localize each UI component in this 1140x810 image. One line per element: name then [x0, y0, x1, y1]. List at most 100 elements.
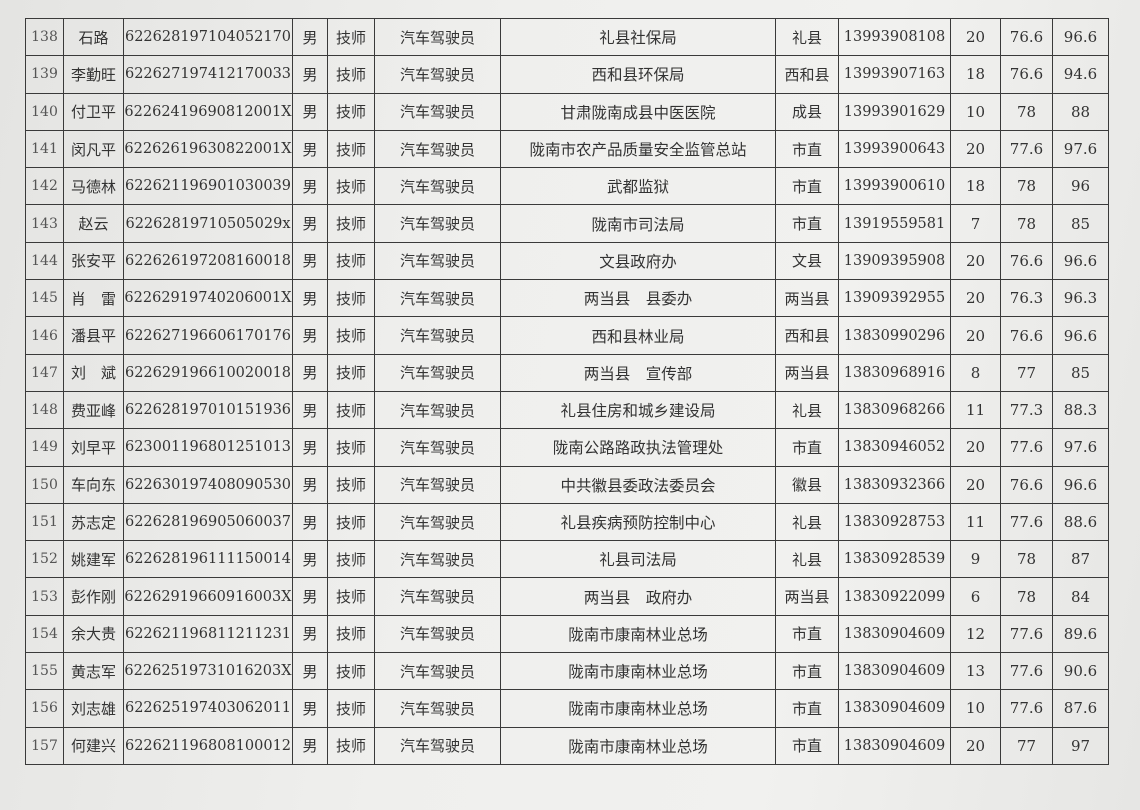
level-cell: 技师 [327, 540, 375, 579]
area-cell: 市直 [775, 652, 839, 691]
gender-cell: 男 [292, 17, 328, 57]
score-2-cell: 77 [1000, 726, 1053, 765]
table-row: 155 黄志军 62262519731016203X 男技师 汽车驾驶员 陇南市康南林业总… [25, 652, 1109, 691]
job-cell: 汽车驾驶员 [374, 726, 501, 765]
row-number: 144 [25, 241, 64, 281]
table-row: 143 赵云 62262819710505029x 男技师 汽车驾驶员 陇南市司法局 市直 1… [25, 204, 1109, 243]
score-2-cell: 77.6 [1000, 689, 1053, 728]
score-1-cell: 10 [950, 689, 1001, 728]
table-row: 142 马德林 622621196901030039 男技师 汽车驾驶员 武都监狱 市直 13… [25, 167, 1109, 206]
area-cell: 礼县 [775, 540, 839, 579]
id-number-cell: 622627197412170033 [123, 55, 293, 94]
name-cell: 赵云 [63, 204, 124, 243]
area-cell: 礼县 [775, 17, 839, 57]
row-number: 149 [25, 428, 64, 467]
area-cell: 市直 [775, 167, 839, 206]
score-2-cell: 78 [1000, 577, 1053, 616]
table-row: 156 刘志雄 622625197403062011 男技师 汽车驾驶员 陇南市康南林业总… [25, 689, 1109, 728]
table-row: 147 刘 斌 622629196610020018 男技师 汽车驾驶员 两当县 宣传部两… [25, 353, 1109, 392]
area-cell: 成县 [775, 92, 839, 131]
organization-cell: 武都监狱 [500, 167, 776, 206]
phone-cell: 13830904609 [838, 652, 951, 691]
gender-cell: 男 [292, 465, 328, 504]
organization-cell: 西和县环保局 [500, 55, 776, 94]
job-cell: 汽车驾驶员 [374, 167, 501, 206]
gender-cell: 男 [292, 316, 328, 355]
table-row: 150 车向东 622630197408090530 男技师 汽车驾驶员 中共徽县委政法委… [25, 465, 1109, 504]
score-2-cell: 77.6 [1000, 502, 1053, 542]
gender-cell: 男 [292, 129, 328, 169]
score-1-cell: 9 [950, 540, 1001, 579]
job-cell: 汽车驾驶员 [374, 689, 501, 728]
score-1-cell: 20 [950, 465, 1001, 504]
total-score-cell: 97.6 [1052, 428, 1109, 467]
score-2-cell: 76.6 [1000, 55, 1053, 94]
name-cell: 余大贵 [63, 614, 124, 654]
score-1-cell: 20 [950, 316, 1001, 355]
area-cell: 两当县 [775, 279, 839, 318]
table-row: 141 闵凡平 62262619630822001X 男技师 汽车驾驶员 陇南市农产品质量… [25, 129, 1109, 169]
phone-cell: 13830922099 [838, 577, 951, 616]
name-cell: 彭作刚 [63, 577, 124, 616]
gender-cell: 男 [292, 241, 328, 281]
phone-cell: 13830904609 [838, 726, 951, 765]
area-cell: 礼县 [775, 390, 839, 430]
total-score-cell: 85 [1052, 204, 1109, 243]
level-cell: 技师 [327, 92, 375, 131]
organization-cell: 礼县住房和城乡建设局 [500, 390, 776, 430]
score-2-cell: 78 [1000, 167, 1053, 206]
id-number-cell: 62262619630822001X [123, 129, 293, 169]
score-1-cell: 20 [950, 428, 1001, 467]
name-cell: 闵凡平 [63, 129, 124, 169]
phone-cell: 13993900610 [838, 167, 951, 206]
row-number: 151 [25, 502, 64, 542]
id-number-cell: 62262819710505029x [123, 204, 293, 243]
id-number-cell: 62262419690812001X [123, 92, 293, 131]
job-cell: 汽车驾驶员 [374, 353, 501, 392]
phone-cell: 13830928753 [838, 502, 951, 542]
gender-cell: 男 [292, 167, 328, 206]
job-cell: 汽车驾驶员 [374, 465, 501, 504]
name-cell: 刘 斌 [63, 353, 124, 392]
total-score-cell: 96.6 [1052, 465, 1109, 504]
row-number: 139 [25, 55, 64, 94]
gender-cell: 男 [292, 689, 328, 728]
area-cell: 文县 [775, 241, 839, 281]
level-cell: 技师 [327, 726, 375, 765]
row-number: 148 [25, 390, 64, 430]
score-2-cell: 77.6 [1000, 652, 1053, 691]
name-cell: 李勤旺 [63, 55, 124, 94]
name-cell: 付卫平 [63, 92, 124, 131]
id-number-cell: 622628197104052170 [123, 17, 293, 57]
level-cell: 技师 [327, 502, 375, 542]
level-cell: 技师 [327, 652, 375, 691]
score-2-cell: 78 [1000, 92, 1053, 131]
row-number: 140 [25, 92, 64, 131]
table-row: 148 费亚峰 622628197010151936 男技师 汽车驾驶员 礼县住房和城乡建… [25, 390, 1109, 430]
score-1-cell: 20 [950, 241, 1001, 281]
phone-cell: 13993907163 [838, 55, 951, 94]
table-row: 152 姚建军 622628196111150014 男技师 汽车驾驶员 礼县司法局 礼县 1… [25, 540, 1109, 579]
score-2-cell: 78 [1000, 540, 1053, 579]
name-cell: 石路 [63, 17, 124, 57]
score-1-cell: 11 [950, 390, 1001, 430]
name-cell: 马德林 [63, 167, 124, 206]
score-1-cell: 20 [950, 17, 1001, 57]
phone-cell: 13830904609 [838, 614, 951, 654]
organization-cell: 礼县司法局 [500, 540, 776, 579]
row-number: 138 [25, 17, 64, 57]
job-cell: 汽车驾驶员 [374, 390, 501, 430]
table-row: 154 余大贵 622621196811211231 男技师 汽车驾驶员 陇南市康南林业总… [25, 614, 1109, 654]
gender-cell: 男 [292, 726, 328, 765]
phone-cell: 13830928539 [838, 540, 951, 579]
organization-cell: 陇南市司法局 [500, 204, 776, 243]
level-cell: 技师 [327, 129, 375, 169]
score-2-cell: 77.6 [1000, 614, 1053, 654]
id-number-cell: 622628197010151936 [123, 390, 293, 430]
level-cell: 技师 [327, 241, 375, 281]
score-1-cell: 10 [950, 92, 1001, 131]
phone-cell: 13830968266 [838, 390, 951, 430]
id-number-cell: 622630197408090530 [123, 465, 293, 504]
area-cell: 市直 [775, 614, 839, 654]
score-1-cell: 20 [950, 726, 1001, 765]
